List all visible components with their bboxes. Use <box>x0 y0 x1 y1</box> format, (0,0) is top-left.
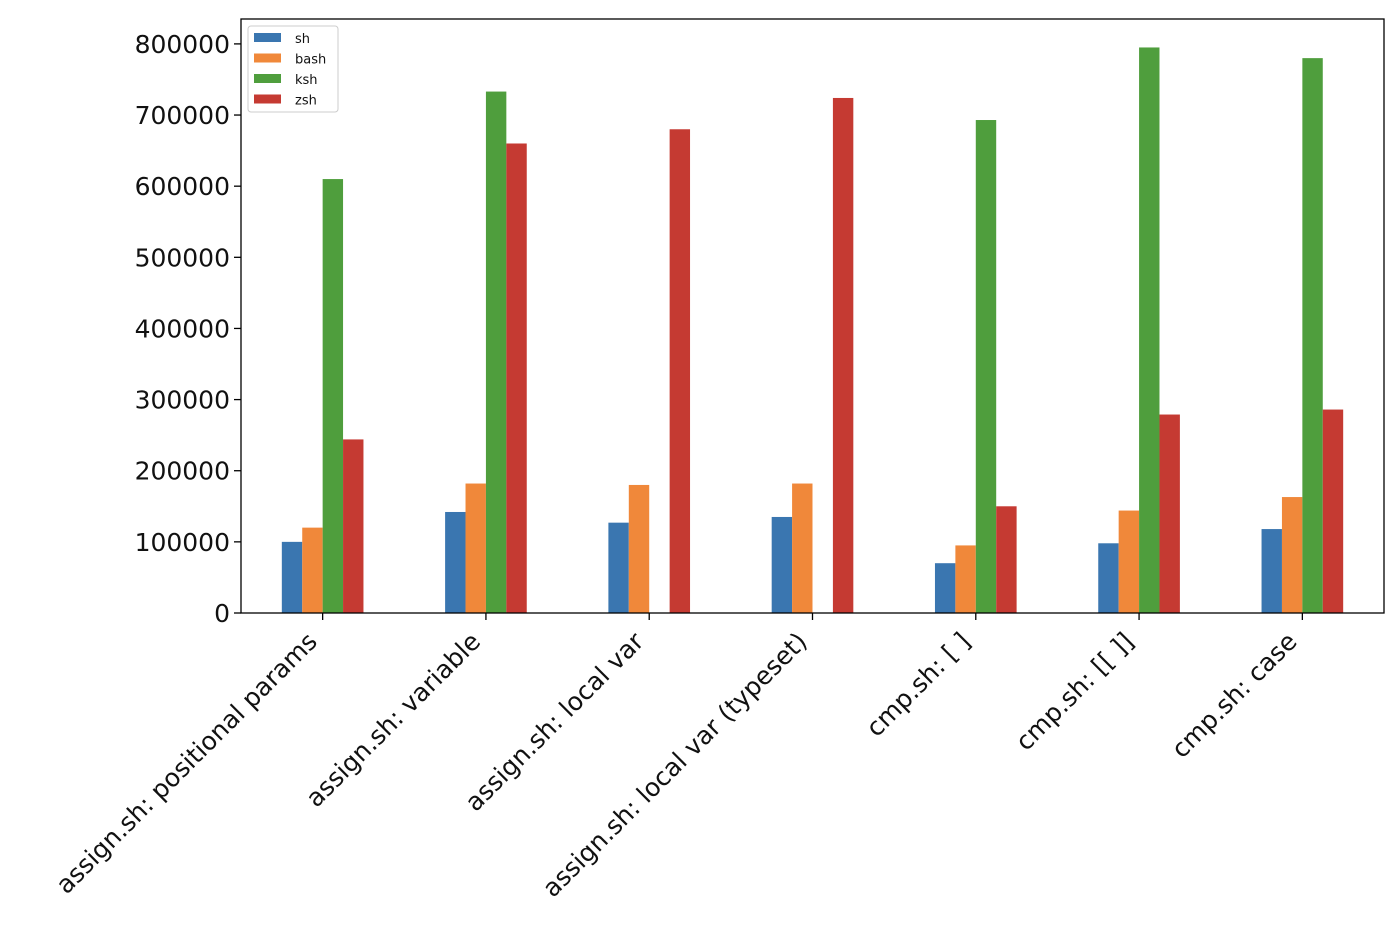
y-tick-label-7: 700000 <box>135 101 230 130</box>
x-tick-label-0: assign.sh: positional params <box>50 627 323 900</box>
x-tick-label-3: assign.sh: local var (typeset) <box>537 627 813 903</box>
bar-sh-6 <box>1261 529 1282 613</box>
bar-zsh-5 <box>1159 414 1180 613</box>
y-tick-label-8: 800000 <box>135 30 230 59</box>
legend-label-bash: bash <box>295 53 326 68</box>
bar-zsh-4 <box>996 506 1017 613</box>
x-tick-label-1: assign.sh: variable <box>300 627 486 813</box>
bar-bash-2 <box>628 484 650 613</box>
legend-label-sh: sh <box>295 32 310 47</box>
bar-sh-4 <box>934 563 956 613</box>
y-tick-label-6: 600000 <box>135 172 230 201</box>
bar-ksh-1 <box>485 91 507 613</box>
bar-bash-4 <box>955 545 976 613</box>
bar-zsh-6 <box>1322 409 1344 613</box>
bar-zsh-2 <box>669 129 691 613</box>
legend-label-ksh: ksh <box>295 73 318 88</box>
legend: sh bash ksh zsh <box>247 25 339 113</box>
x-tick-label-4: cmp.sh: [ ] <box>860 627 976 743</box>
legend-swatch-bash <box>254 53 281 63</box>
bar-sh-3 <box>771 516 793 613</box>
bar-ksh-4 <box>975 120 997 614</box>
bar-sh-1 <box>445 511 466 613</box>
bar-bash-1 <box>465 483 486 613</box>
bar-bash-0 <box>302 527 323 613</box>
bar-bash-6 <box>1281 497 1303 613</box>
x-tick-label-5: cmp.sh: [[ ]] <box>1010 627 1139 756</box>
y-tick-label-1: 100000 <box>135 528 230 557</box>
y-tick-label-3: 300000 <box>135 386 230 415</box>
y-tick-label-2: 200000 <box>135 457 230 486</box>
bars-layer <box>281 47 1344 614</box>
y-tick-label-5: 500000 <box>135 243 230 272</box>
bar-sh-0 <box>281 541 303 613</box>
legend-swatch-ksh <box>254 74 281 83</box>
bar-sh-2 <box>608 522 629 613</box>
bar-ksh-0 <box>322 179 344 613</box>
bar-zsh-3 <box>832 97 854 613</box>
bar-ksh-6 <box>1302 58 1323 613</box>
legend-swatch-sh <box>254 33 281 42</box>
legend-box <box>247 25 339 113</box>
y-tick-label-4: 400000 <box>135 314 230 343</box>
bar-ksh-5 <box>1139 47 1160 613</box>
bar-zsh-0 <box>343 439 364 613</box>
bar-zsh-1 <box>506 143 527 614</box>
legend-swatch-zsh <box>254 94 281 104</box>
bar-sh-5 <box>1098 543 1119 613</box>
x-tick-label-6: cmp.sh: case <box>1166 627 1303 764</box>
bar-bash-3 <box>792 483 813 613</box>
x-tick-label-2: assign.sh: local var <box>459 626 650 817</box>
bar-bash-5 <box>1118 510 1140 613</box>
legend-label-zsh: zsh <box>295 94 317 109</box>
y-axis: 0 100000 200000 300000 400000 500000 600000 700… <box>135 30 241 628</box>
y-tick-label-0: 0 <box>214 599 230 628</box>
